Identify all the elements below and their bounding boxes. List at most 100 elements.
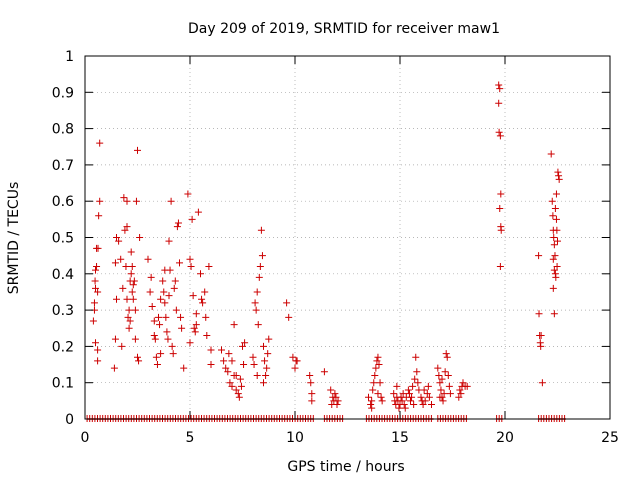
data-point-marker [417, 393, 425, 401]
data-point-marker [401, 404, 409, 412]
y-axis-title: SRMTID / TECUs [6, 182, 22, 295]
data-point-marker [334, 397, 342, 405]
data-point-marker [125, 324, 133, 332]
data-point-marker [368, 397, 376, 405]
data-point-marker [169, 350, 177, 358]
data-point-marker [207, 361, 215, 369]
x-tick-label: 10 [286, 430, 304, 446]
data-point-marker [234, 390, 242, 398]
data-point-marker [399, 390, 407, 398]
data-point-marker [463, 382, 471, 390]
data-point-marker [161, 266, 169, 274]
data-point-marker [194, 208, 202, 216]
data-point-marker [549, 212, 557, 220]
x-axis-title: GPS time / hours [287, 459, 404, 475]
data-point-marker [261, 357, 269, 365]
data-point-marker [377, 393, 385, 401]
data-point-marker [408, 393, 416, 401]
x-tick-label: 25 [601, 430, 619, 446]
data-point-marker [328, 400, 336, 408]
data-point-marker [144, 255, 152, 263]
data-point-marker [207, 346, 215, 354]
data-point-marker [535, 252, 543, 260]
data-point-marker [256, 263, 264, 271]
data-point-marker [127, 248, 135, 256]
data-point-marker [496, 132, 504, 140]
data-point-marker [121, 226, 129, 234]
data-point-marker [404, 386, 412, 394]
data-point-marker [437, 386, 445, 394]
data-point-marker [123, 197, 131, 205]
data-point-marker [239, 342, 246, 350]
data-point-marker [232, 371, 240, 379]
data-point-marker [150, 332, 158, 340]
data-point-marker [308, 390, 316, 398]
data-point-marker [550, 266, 558, 274]
data-point-marker [130, 277, 138, 285]
data-point-marker [538, 379, 546, 387]
data-point-marker [306, 371, 314, 379]
data-point-marker [190, 324, 198, 332]
data-point-marker [186, 339, 194, 347]
data-point-marker [192, 321, 200, 329]
data-point-marker [228, 357, 236, 365]
data-point-marker [135, 357, 143, 365]
data-point-marker [113, 234, 120, 241]
data-point-marker [232, 386, 240, 394]
data-point-marker [497, 190, 505, 198]
data-point-marker [92, 266, 99, 274]
y-axis-ticks: 0 0.1 0.2 0.3 0.4 0.5 0.6 0.7 0.8 0.9 1 [52, 49, 610, 428]
data-point-marker [253, 288, 261, 296]
data-point-marker [132, 197, 140, 205]
data-point-marker [122, 263, 130, 271]
data-point-marker [128, 288, 136, 296]
y-tick-label: 0.1 [52, 376, 74, 392]
data-point-marker [153, 361, 161, 369]
data-point-marker [439, 397, 447, 405]
data-point-marker [436, 393, 444, 401]
data-point-marker [240, 361, 248, 369]
data-point-marker [152, 353, 160, 361]
data-point-marker [157, 350, 165, 358]
data-point-marker [180, 364, 188, 372]
data-point-marker [220, 357, 228, 365]
data-point-marker [367, 400, 375, 408]
y-tick-label: 0 [65, 412, 74, 428]
data-point-marker [428, 400, 435, 408]
data-point-marker [420, 386, 428, 394]
data-point-marker [93, 263, 101, 271]
data-point-marker [550, 241, 558, 249]
data-point-marker [495, 99, 503, 107]
data-point-marker [289, 353, 297, 361]
data-point-marker [129, 295, 137, 303]
data-point-marker [456, 386, 464, 394]
data-point-marker [393, 382, 401, 390]
data-point-marker [412, 353, 420, 361]
data-point-marker [436, 379, 444, 387]
data-point-marker [189, 292, 197, 300]
y-tick-label: 0.2 [52, 339, 74, 355]
data-point-marker [162, 313, 170, 321]
data-point-marker [157, 295, 165, 303]
data-point-marker [118, 342, 126, 350]
data-point-marker [165, 237, 173, 245]
data-point-marker [264, 350, 272, 358]
data-point-marker [413, 368, 421, 376]
data-point-marker [156, 321, 164, 329]
data-point-marker [94, 244, 102, 252]
x-tick-label: 0 [81, 430, 90, 446]
data-point-marker [168, 342, 176, 350]
data-point-marker [434, 364, 442, 372]
data-point-marker [188, 215, 196, 223]
data-point-marker [201, 288, 209, 296]
data-point-marker [283, 299, 291, 307]
data-point-marker [443, 353, 451, 361]
data-point-marker [241, 339, 249, 347]
data-point-marker [425, 393, 433, 401]
data-point-marker [134, 146, 141, 154]
data-point-marker [159, 277, 167, 285]
data-point-marker [497, 226, 505, 234]
data-point-marker [224, 368, 232, 376]
data-point-marker [260, 342, 267, 350]
data-point-marker [111, 259, 119, 267]
